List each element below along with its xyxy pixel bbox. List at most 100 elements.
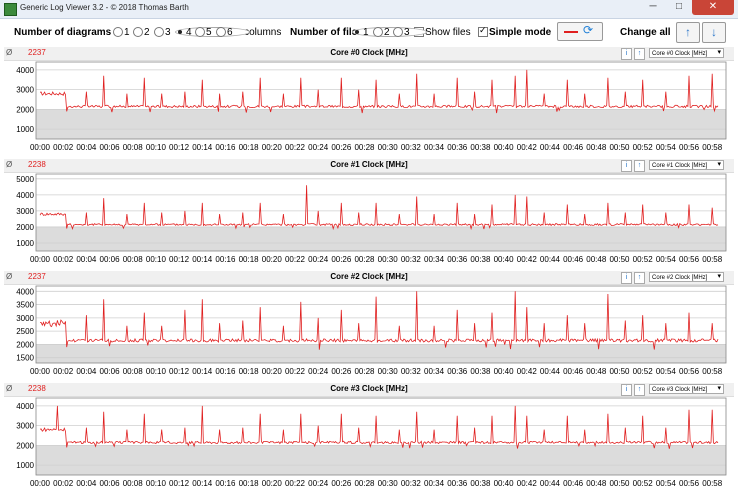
info-button[interactable]: i — [621, 160, 632, 172]
x-tick-label: 00:44 — [540, 143, 561, 152]
panel-title: Core #1 Clock [MHz] — [330, 160, 408, 169]
x-tick-label: 00:32 — [401, 143, 422, 152]
x-tick-label: 00:04 — [76, 255, 97, 264]
average-symbol: Ø — [6, 272, 13, 281]
x-tick-label: 00:44 — [540, 367, 561, 376]
plot-frame — [35, 285, 727, 364]
x-tick-label: 00:16 — [215, 143, 236, 152]
x-tick-label: 00:04 — [76, 367, 97, 376]
x-tick-label: 00:52 — [633, 479, 654, 488]
diagrams-radio-3[interactable] — [154, 27, 164, 37]
x-tick-label: 00:24 — [308, 479, 329, 488]
files-radio-2[interactable] — [373, 27, 383, 37]
x-tick-label: 00:58 — [702, 255, 723, 264]
x-tick-label: 00:20 — [262, 367, 283, 376]
app-icon — [4, 3, 17, 16]
x-tick-label: 00:12 — [169, 479, 190, 488]
x-tick-label: 00:08 — [123, 367, 144, 376]
chart-panel-3: Ø 2238 Core #3 Clock [MHz] i ↑ Core #3 C… — [4, 383, 734, 493]
x-tick-label: 00:58 — [702, 479, 723, 488]
arrow-up-button[interactable]: ↑ — [676, 22, 700, 43]
panel-title: Core #3 Clock [MHz] — [330, 384, 408, 393]
x-tick-label: 00:52 — [633, 367, 654, 376]
panel-header: Ø 2237 Core #2 Clock [MHz] i ↑ Core #2 C… — [4, 271, 734, 285]
series-line — [39, 185, 719, 231]
range-band — [36, 344, 726, 363]
diagrams-radio-4[interactable] — [175, 27, 250, 37]
clock-chart: 1000 2000 3000 4000 00:00 00:02 00:04 00:06 00:0… — [16, 61, 727, 152]
files-radio-1[interactable] — [352, 27, 427, 37]
x-tick-label: 00:34 — [424, 255, 445, 264]
x-tick-label: 00:14 — [192, 367, 213, 376]
panel-header: Ø 2237 Core #0 Clock [MHz] i ↑ Core #0 C… — [4, 47, 734, 61]
x-tick-label: 00:36 — [447, 479, 468, 488]
num-files-label: Number of files — [290, 27, 363, 38]
plot-frame — [35, 61, 727, 140]
minimize-button[interactable]: ─ — [649, 1, 657, 12]
x-tick-label: 00:00 — [30, 143, 51, 152]
x-tick-label: 00:06 — [100, 479, 121, 488]
x-tick-label: 00:02 — [53, 367, 74, 376]
x-tick-label: 00:10 — [146, 255, 167, 264]
simple-mode-checkbox[interactable] — [478, 25, 488, 37]
x-tick-label: 00:22 — [285, 143, 306, 152]
info-button[interactable]: i — [621, 384, 632, 396]
x-tick-label: 00:48 — [586, 479, 607, 488]
diagrams-radio-label: 5 — [206, 27, 212, 38]
average-value: 2237 — [28, 48, 46, 57]
panel-header: Ø 2238 Core #3 Clock [MHz] i ↑ Core #3 C… — [4, 383, 734, 397]
x-tick-label: 00:26 — [331, 143, 352, 152]
line-color-button[interactable]: ⟳ — [557, 22, 603, 41]
line-color-swatch — [564, 31, 578, 33]
x-tick-label: 00:08 — [123, 255, 144, 264]
x-tick-label: 00:32 — [401, 255, 422, 264]
diagrams-radio-5[interactable] — [195, 27, 205, 37]
series-select[interactable]: Core #1 Clock [MHz] — [649, 160, 724, 170]
move-up-button[interactable]: ↑ — [634, 160, 645, 172]
x-tick-label: 00:42 — [517, 143, 538, 152]
average-value: 2238 — [28, 160, 46, 169]
arrow-down-icon: ↓ — [711, 25, 717, 39]
info-button[interactable]: i — [621, 48, 632, 60]
info-button[interactable]: i — [621, 272, 632, 284]
x-tick-label: 00:10 — [146, 479, 167, 488]
x-tick-label: 00:54 — [656, 143, 677, 152]
average-symbol: Ø — [6, 384, 13, 393]
simple-mode-label: Simple mode — [489, 27, 552, 38]
close-button[interactable]: ✕ — [692, 0, 734, 15]
diagrams-radio-2[interactable] — [133, 27, 143, 37]
maximize-button[interactable]: □ — [675, 1, 683, 12]
x-tick-label: 00:54 — [656, 479, 677, 488]
series-select[interactable]: Core #0 Clock [MHz] — [649, 48, 724, 58]
diagrams-radio-1[interactable] — [113, 27, 123, 37]
move-up-button[interactable]: ↑ — [634, 272, 645, 284]
x-tick-label: 00:30 — [378, 479, 399, 488]
y-tick-label: 3000 — [16, 207, 34, 216]
x-tick-label: 00:06 — [100, 255, 121, 264]
x-tick-label: 00:12 — [169, 143, 190, 152]
series-select[interactable]: Core #3 Clock [MHz] — [649, 384, 724, 394]
x-tick-label: 00:56 — [679, 367, 700, 376]
x-tick-label: 00:46 — [563, 479, 584, 488]
panel-title: Core #0 Clock [MHz] — [330, 48, 408, 57]
y-tick-label: 2500 — [16, 327, 34, 336]
move-up-button[interactable]: ↑ — [634, 384, 645, 396]
plot-frame — [35, 173, 727, 252]
x-tick-label: 00:30 — [378, 143, 399, 152]
arrow-down-button[interactable]: ↓ — [702, 22, 726, 43]
average-symbol: Ø — [6, 160, 13, 169]
x-tick-label: 00:46 — [563, 367, 584, 376]
chart-panel-1: Ø 2238 Core #1 Clock [MHz] i ↑ Core #1 C… — [4, 159, 734, 269]
diagrams-radio-6[interactable] — [216, 27, 226, 37]
files-radio-3[interactable] — [393, 27, 403, 37]
x-tick-label: 00:04 — [76, 143, 97, 152]
x-tick-label: 00:24 — [308, 255, 329, 264]
move-up-button[interactable]: ↑ — [634, 48, 645, 60]
x-tick-label: 00:06 — [100, 367, 121, 376]
x-tick-label: 00:22 — [285, 367, 306, 376]
show-files-label: Show files — [425, 27, 471, 38]
series-select[interactable]: Core #2 Clock [MHz] — [649, 272, 724, 282]
series-line — [40, 291, 719, 350]
x-tick-label: 00:44 — [540, 479, 561, 488]
x-tick-label: 00:18 — [239, 479, 260, 488]
